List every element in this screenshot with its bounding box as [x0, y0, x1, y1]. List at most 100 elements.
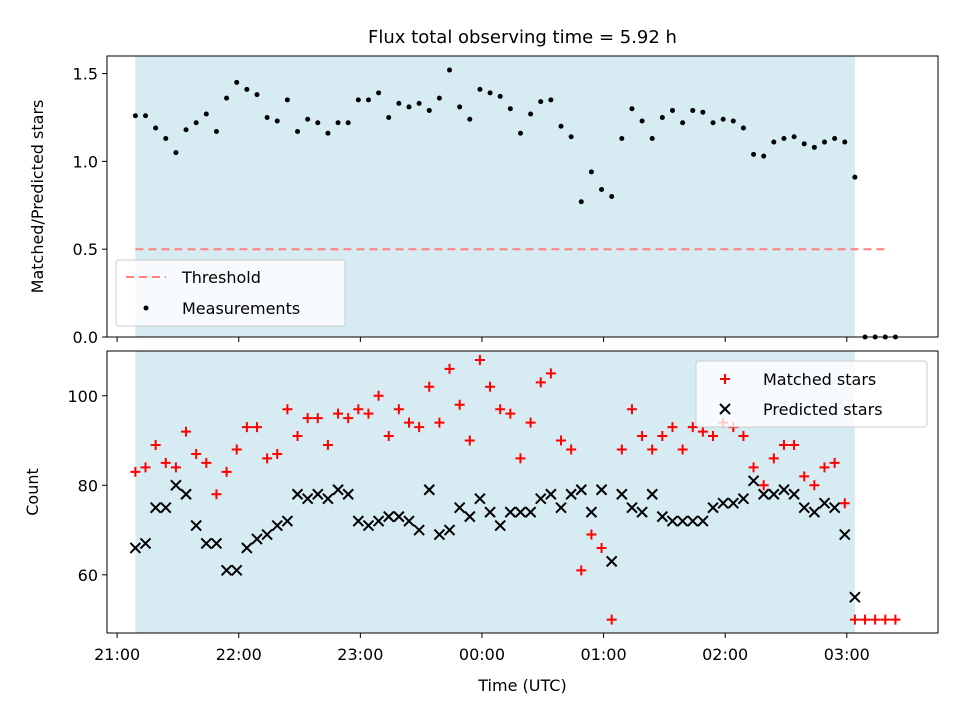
measurement-point: [426, 107, 432, 113]
matched-star-point: [708, 431, 719, 442]
matched-star-point: [626, 404, 637, 415]
measurement-point: [325, 130, 331, 136]
measurement-point: [436, 95, 442, 101]
x-axis-label: Time (UTC): [477, 676, 566, 695]
predicted-star-point: [261, 528, 273, 541]
matched-star-point: [140, 462, 151, 473]
measurement-point: [447, 67, 453, 73]
matched-star-point: [687, 422, 698, 433]
measurement-point: [295, 129, 301, 135]
predicted-star-point: [190, 519, 202, 532]
measurement-point: [720, 116, 726, 122]
measurement-point: [811, 144, 817, 150]
matched-star-point: [333, 408, 344, 419]
matched-star-point: [829, 457, 840, 468]
predicted-star-point: [474, 493, 486, 505]
matched-star-point: [292, 431, 303, 442]
legend-matched-marker: [720, 374, 730, 384]
predicted-star-point: [433, 528, 446, 541]
measurement-point: [619, 136, 625, 142]
top-legend-box: [115, 259, 346, 327]
predicted-star-point: [170, 479, 182, 491]
legend-threshold-label: Threshold: [181, 268, 261, 287]
predicted-star-point: [575, 484, 587, 496]
measurement-point: [852, 174, 858, 180]
measurement-point: [305, 116, 311, 122]
measurement-point: [477, 86, 483, 92]
measurement-point: [507, 106, 513, 112]
measurement-point: [761, 153, 767, 159]
predicted-star-point: [545, 488, 557, 500]
predicted-star-point: [514, 506, 527, 518]
matched-star-point: [454, 399, 465, 410]
predicted-star-point: [656, 510, 669, 523]
measurement-point: [568, 134, 574, 140]
matched-star-point: [403, 417, 414, 428]
legend-matched-label: Matched stars: [763, 370, 876, 389]
measurement-point: [639, 118, 645, 124]
measurement-point: [163, 136, 169, 142]
predicted-star-point: [707, 501, 719, 514]
measurement-point: [791, 134, 797, 140]
matched-star-point: [485, 381, 496, 392]
predicted-star-point: [210, 537, 223, 550]
predicted-star-point: [149, 501, 162, 514]
matched-star-point: [616, 444, 627, 455]
predicted-star-point: [291, 488, 304, 500]
x-tick-label: 01:00: [581, 645, 627, 664]
matched-star-point: [667, 422, 678, 433]
predicted-star-point: [839, 528, 851, 541]
predicted-star-point: [818, 497, 831, 509]
matched-star-point: [383, 431, 394, 442]
top-axes-frame: [106, 55, 939, 338]
measurement-point: [669, 107, 675, 113]
legend-predicted-marker: [719, 403, 731, 415]
matched-star-point: [414, 422, 425, 433]
measurement-point: [386, 114, 392, 120]
measurement-point: [659, 114, 665, 120]
matched-star-point: [576, 565, 587, 576]
y-tick-label: 60: [78, 566, 98, 585]
predicted-star-point: [666, 515, 679, 527]
matched-star-point: [637, 431, 648, 442]
predicted-star-point: [565, 488, 577, 500]
predicted-star-point: [605, 555, 618, 568]
predicted-star-point: [403, 515, 415, 527]
predicted-star-point: [220, 564, 233, 577]
predicted-star-point: [312, 488, 324, 500]
matched-star-point: [566, 444, 577, 455]
measurement-point: [193, 120, 199, 126]
matched-star-point: [697, 426, 708, 437]
predicted-star-point: [494, 519, 506, 532]
matched-star-point: [586, 529, 597, 540]
y-tick-label: 1.0: [73, 152, 98, 171]
measurement-point: [751, 151, 757, 157]
matched-star-point: [312, 413, 323, 424]
predicted-star-point: [535, 493, 547, 505]
predicted-star-point: [342, 488, 354, 500]
legend-predicted-swatch: [719, 403, 731, 415]
measurement-point: [730, 118, 736, 124]
matched-stars-series: [130, 354, 901, 625]
legend-matched-swatch: [720, 374, 730, 384]
predicted-star-point: [646, 488, 658, 500]
matched-star-point: [505, 408, 516, 419]
predicted-star-point: [676, 515, 689, 527]
measurement-point: [315, 120, 321, 126]
predicted-star-point: [352, 515, 365, 527]
matched-star-point: [211, 489, 222, 500]
matched-star-point: [839, 498, 850, 509]
measurement-point: [588, 169, 594, 175]
matched-star-point: [201, 457, 212, 468]
measurement-point: [629, 106, 635, 112]
matched-star-point: [778, 440, 789, 450]
predicted-star-point: [332, 484, 344, 496]
predicted-star-point: [423, 484, 435, 496]
predicted-star-point: [180, 488, 192, 500]
matched-star-point: [282, 404, 293, 415]
matched-star-point: [191, 448, 202, 459]
predicted-star-point: [372, 515, 385, 527]
predicted-star-point: [139, 537, 152, 550]
predicted-star-point: [778, 484, 790, 496]
